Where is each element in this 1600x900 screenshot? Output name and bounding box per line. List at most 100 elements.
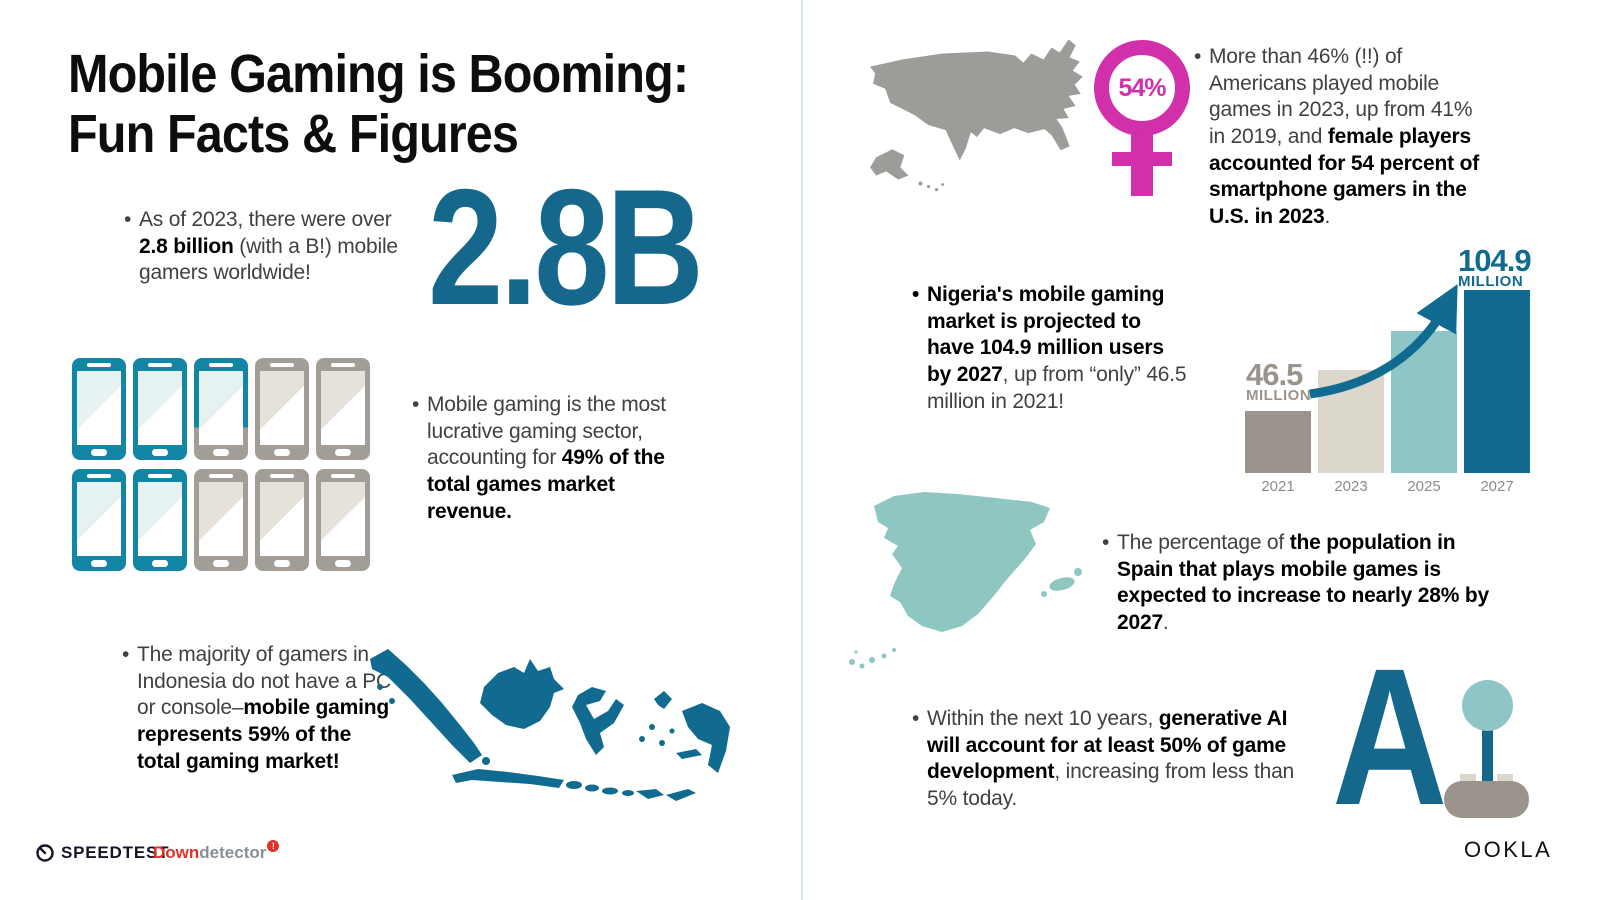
downdetector-wordmark-detector: detector bbox=[199, 843, 267, 862]
phone-screen bbox=[138, 482, 182, 556]
phone-icon-gray bbox=[255, 358, 309, 460]
phone-icon-teal bbox=[133, 358, 187, 460]
fact-text-bold: female players accounted for 54 percent … bbox=[1209, 124, 1479, 228]
start-value-number: 46.5 bbox=[1246, 357, 1303, 392]
end-value-unit: MILLION bbox=[1458, 273, 1524, 291]
speedtest-wordmark: SPEEDTEST bbox=[61, 843, 170, 862]
phone-speaker bbox=[209, 363, 233, 367]
joystick-button-right bbox=[1497, 774, 1513, 783]
fact-revenue: • Mobile gaming is the most lucrative ga… bbox=[412, 392, 679, 525]
bar-2027 bbox=[1464, 290, 1530, 473]
bar-column-2021: 2021 bbox=[1245, 411, 1311, 496]
downdetector-logo: Down detector ! bbox=[153, 840, 280, 863]
start-value-unit: MILLION bbox=[1246, 387, 1312, 405]
phone-speaker bbox=[331, 474, 355, 478]
speedtest-gauge-icon bbox=[36, 844, 54, 862]
fact-usa: • More than 46% (!!) of Americans played… bbox=[1194, 44, 1481, 231]
phone-home-button bbox=[91, 449, 107, 456]
big-stat-2-8b: 2.8B bbox=[428, 155, 704, 339]
fact-text: . bbox=[1162, 610, 1169, 634]
fact-text-bold: mobile gaming represents 59% of the tota… bbox=[137, 696, 389, 773]
phone-screen bbox=[138, 371, 182, 445]
bar-year-label: 2027 bbox=[1480, 478, 1514, 495]
phone-icon-teal bbox=[72, 358, 126, 460]
title-line-2: Fun Facts & Figures bbox=[68, 104, 519, 165]
phone-home-button bbox=[335, 560, 351, 567]
fact-text-bold: 2.8 billion bbox=[139, 234, 234, 258]
fact-text-bold: the population in Spain that plays mobil… bbox=[1117, 531, 1489, 634]
fact-generative-ai: • Within the next 10 years, generative A… bbox=[912, 706, 1322, 813]
speedtest-logo: SPEEDTEST bbox=[35, 843, 169, 863]
fact-text: , up from “only” 46.5 million in 2021! bbox=[927, 362, 1187, 413]
phone-home-button bbox=[274, 560, 290, 567]
indonesia-map bbox=[370, 649, 730, 801]
phone-screen bbox=[77, 482, 121, 556]
fact-text: More than 46% (!!) of Americans played m… bbox=[1209, 45, 1473, 148]
phone-screen bbox=[321, 371, 365, 445]
phone-home-button bbox=[91, 560, 107, 567]
phone-speaker bbox=[148, 474, 172, 478]
phone-speaker bbox=[209, 474, 233, 478]
phone-home-button bbox=[274, 449, 290, 456]
title-line-1: Mobile Gaming is Booming: bbox=[68, 44, 689, 104]
phone-screen bbox=[199, 482, 243, 556]
fact-text-bold: generative AI will account for at least … bbox=[927, 707, 1288, 784]
phone-speaker bbox=[270, 363, 294, 367]
fact-gamers-worldwide: • As of 2023, there were over 2.8 billio… bbox=[124, 207, 411, 287]
bullet-marker: • bbox=[124, 208, 132, 231]
bar-year-label: 2023 bbox=[1334, 478, 1368, 495]
phone-speaker bbox=[331, 363, 355, 367]
end-value-number: 104.9 bbox=[1458, 243, 1532, 278]
fact-text: As of 2023, there were over bbox=[139, 208, 392, 231]
fact-text-bold: Nigeria's mobile gaming market is projec… bbox=[927, 283, 1165, 386]
bar-column-2027: 2027 bbox=[1464, 290, 1530, 496]
chart-end-value-label: 104.9 MILLION bbox=[1458, 243, 1532, 291]
phone-home-button bbox=[335, 449, 351, 456]
bar-year-label: 2025 bbox=[1407, 478, 1441, 495]
phone-screen bbox=[77, 371, 121, 445]
phone-speaker bbox=[87, 474, 111, 478]
nigeria-users-bar-chart: 2021 2023 2025 2027 46.5 MILLION 104.9 MILL… bbox=[1218, 244, 1540, 496]
phone-speaker bbox=[87, 363, 111, 367]
joystick-base bbox=[1444, 781, 1529, 818]
phone-home-button bbox=[152, 449, 168, 456]
joystick-button-left bbox=[1460, 774, 1476, 783]
phone-icon-gray bbox=[316, 358, 370, 460]
bullet-marker: • bbox=[1194, 45, 1202, 68]
phone-screen bbox=[260, 371, 304, 445]
fact-text: , increasing from less than 5% today. bbox=[927, 760, 1295, 810]
phone-home-button bbox=[152, 560, 168, 567]
phone-icon-teal bbox=[72, 469, 126, 571]
bullet-marker: • bbox=[912, 707, 920, 730]
female-symbol-crossbar bbox=[1112, 152, 1172, 166]
phone-grid bbox=[72, 358, 370, 571]
phone-icon-partial bbox=[194, 358, 248, 460]
joystick-ball-icon bbox=[1462, 680, 1513, 731]
female-gender-icon: 54% bbox=[1094, 40, 1194, 200]
phone-screen bbox=[260, 482, 304, 556]
phone-speaker bbox=[148, 363, 172, 367]
phone-screen bbox=[199, 371, 243, 445]
bullet-marker: • bbox=[122, 643, 130, 666]
fact-text-bold: 49% of the total games market revenue. bbox=[427, 446, 665, 523]
bullet-marker: • bbox=[1102, 531, 1110, 554]
bar-year-label: 2021 bbox=[1261, 478, 1295, 495]
fact-indonesia: • The majority of gamers in Indonesia do… bbox=[122, 642, 395, 775]
page-title: Mobile Gaming is Booming: Fun Facts & Fi… bbox=[68, 44, 689, 165]
chart-start-value-label: 46.5 MILLION bbox=[1246, 357, 1312, 405]
bar-2021 bbox=[1245, 411, 1311, 473]
phone-icon-teal bbox=[133, 469, 187, 571]
bullet-marker: • bbox=[912, 283, 920, 306]
ai-letter-a: A bbox=[1332, 628, 1448, 846]
fact-text: (with a B!) mobile gamers worldwide! bbox=[139, 234, 398, 285]
phone-icon-gray bbox=[194, 469, 248, 571]
bullet-marker: • bbox=[412, 393, 420, 416]
phone-icon-gray bbox=[255, 469, 309, 571]
column-divider bbox=[801, 0, 803, 900]
phone-screen bbox=[321, 482, 365, 556]
downdetector-wordmark-down: Down bbox=[153, 843, 200, 862]
fact-text: Mobile gaming is the most lucrative gami… bbox=[427, 393, 666, 470]
ookla-logo: OOKLA bbox=[1464, 837, 1553, 862]
fact-text: . bbox=[1324, 204, 1331, 228]
female-symbol-ring: 54% bbox=[1094, 40, 1190, 136]
